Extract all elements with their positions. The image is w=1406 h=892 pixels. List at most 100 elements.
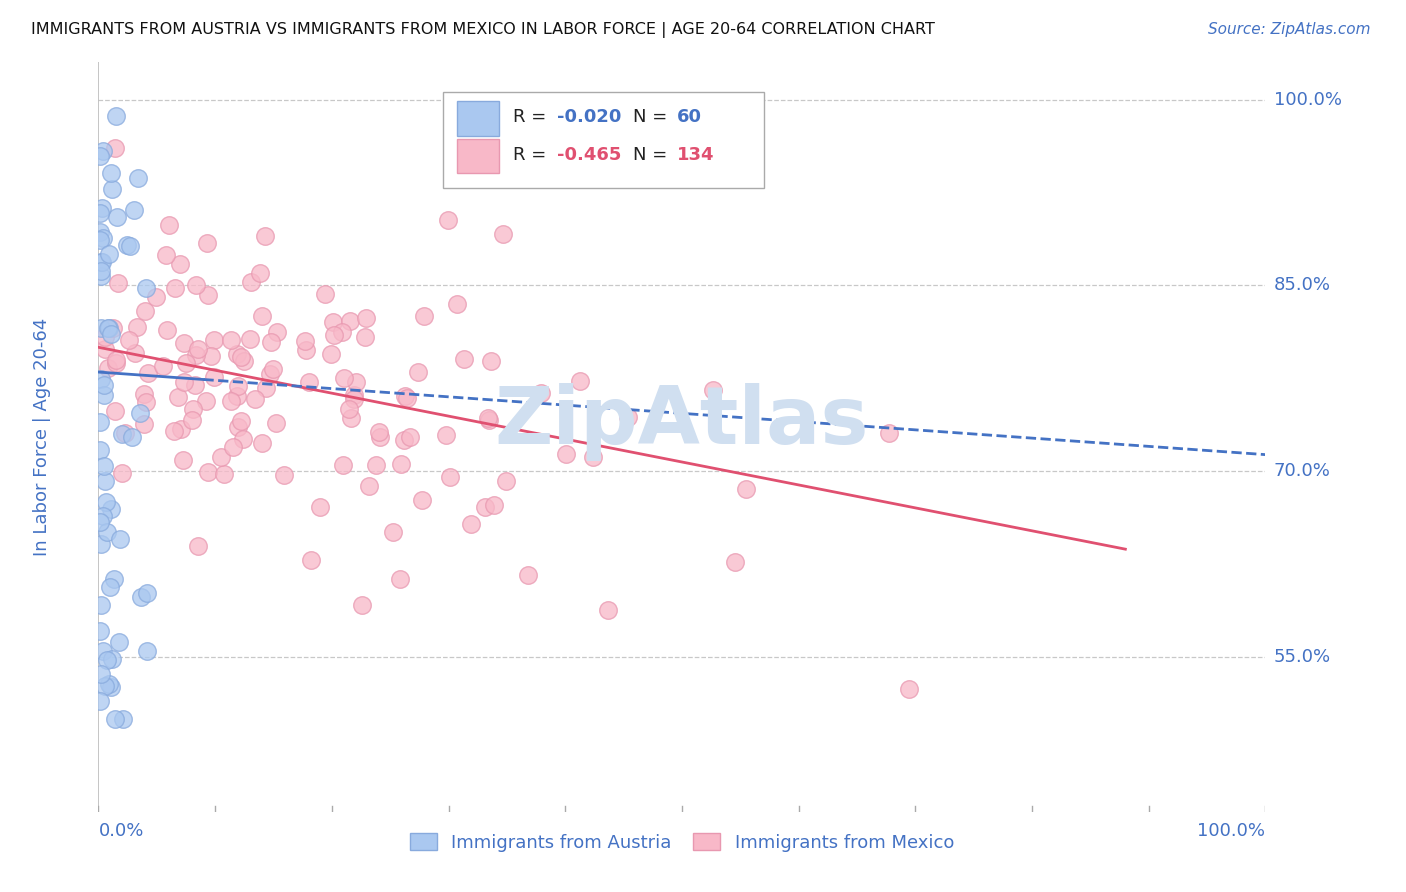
Point bbox=[299, 552, 322, 566]
Point bbox=[104, 109, 127, 123]
Point bbox=[91, 144, 114, 158]
Point bbox=[392, 433, 415, 447]
Point bbox=[225, 389, 247, 403]
Point bbox=[734, 482, 756, 496]
Point bbox=[184, 348, 207, 362]
Point bbox=[370, 430, 392, 444]
Point bbox=[898, 682, 921, 697]
Point bbox=[107, 276, 129, 290]
Point bbox=[394, 389, 416, 403]
Point bbox=[382, 524, 405, 539]
Point bbox=[337, 402, 360, 417]
Point bbox=[96, 653, 118, 667]
Point bbox=[222, 440, 245, 454]
Point bbox=[134, 417, 156, 431]
Point bbox=[90, 372, 112, 386]
Point bbox=[169, 257, 191, 271]
Point bbox=[89, 415, 111, 429]
Point bbox=[122, 203, 145, 218]
Point bbox=[187, 343, 209, 357]
Point bbox=[180, 413, 202, 427]
Point bbox=[212, 467, 235, 481]
Point bbox=[145, 290, 167, 304]
Point bbox=[194, 394, 217, 409]
Point bbox=[184, 378, 207, 392]
Point bbox=[343, 388, 366, 402]
Point bbox=[596, 602, 619, 616]
Text: N =: N = bbox=[633, 108, 673, 126]
Point bbox=[100, 680, 122, 694]
Point bbox=[332, 458, 354, 472]
Text: 100.0%: 100.0% bbox=[1198, 822, 1265, 839]
Point bbox=[118, 238, 141, 252]
Point bbox=[219, 333, 242, 347]
Point bbox=[344, 376, 367, 390]
Point bbox=[389, 573, 412, 587]
Point bbox=[124, 346, 146, 360]
Point bbox=[115, 238, 138, 252]
Point bbox=[229, 350, 252, 364]
Point bbox=[322, 315, 344, 329]
Point bbox=[350, 598, 373, 612]
Point bbox=[395, 391, 418, 405]
Point bbox=[134, 304, 156, 318]
Point bbox=[108, 532, 131, 546]
Point bbox=[266, 416, 288, 430]
Point bbox=[93, 458, 115, 473]
Point bbox=[98, 581, 121, 595]
Point bbox=[389, 457, 412, 471]
Point bbox=[195, 235, 218, 250]
Point bbox=[165, 281, 187, 295]
Point bbox=[479, 354, 502, 368]
Point bbox=[157, 218, 180, 232]
Point bbox=[170, 422, 193, 436]
Point bbox=[152, 359, 174, 373]
Point bbox=[366, 458, 388, 472]
Point bbox=[89, 320, 111, 334]
Point bbox=[295, 343, 318, 357]
Text: 134: 134 bbox=[678, 145, 714, 163]
Point bbox=[245, 392, 267, 406]
Point bbox=[90, 537, 112, 551]
Point bbox=[100, 326, 122, 341]
Point bbox=[156, 323, 179, 337]
Point bbox=[89, 206, 111, 220]
Point bbox=[90, 598, 112, 612]
Point bbox=[219, 393, 242, 408]
Point bbox=[359, 479, 381, 493]
Text: IMMIGRANTS FROM AUSTRIA VS IMMIGRANTS FROM MEXICO IN LABOR FORCE | AGE 20-64 COR: IMMIGRANTS FROM AUSTRIA VS IMMIGRANTS FR… bbox=[31, 22, 935, 38]
Point bbox=[103, 572, 125, 586]
Text: 55.0%: 55.0% bbox=[1274, 648, 1331, 666]
Point bbox=[240, 276, 263, 290]
Text: N =: N = bbox=[633, 145, 673, 163]
Point bbox=[89, 149, 111, 163]
Point bbox=[202, 370, 225, 384]
Text: R =: R = bbox=[513, 145, 551, 163]
Point bbox=[209, 450, 232, 464]
Point bbox=[93, 387, 115, 401]
Point bbox=[339, 313, 361, 327]
Point bbox=[226, 420, 249, 434]
Point bbox=[340, 410, 363, 425]
Point bbox=[181, 401, 204, 416]
Point bbox=[172, 452, 194, 467]
Point bbox=[97, 361, 120, 376]
Point bbox=[877, 425, 900, 440]
Point bbox=[96, 525, 118, 540]
Point bbox=[477, 411, 499, 425]
Point bbox=[110, 467, 132, 481]
Point bbox=[174, 356, 197, 370]
Text: 70.0%: 70.0% bbox=[1274, 462, 1330, 480]
Point bbox=[226, 346, 249, 360]
Point bbox=[233, 354, 256, 368]
Point bbox=[166, 391, 188, 405]
Point bbox=[94, 474, 117, 488]
Point bbox=[232, 433, 254, 447]
Point bbox=[495, 475, 517, 489]
Point bbox=[100, 651, 122, 665]
Point bbox=[254, 381, 277, 395]
Point bbox=[446, 296, 468, 310]
Point bbox=[332, 370, 354, 384]
Point bbox=[226, 378, 249, 392]
Text: 0.0%: 0.0% bbox=[98, 822, 143, 839]
